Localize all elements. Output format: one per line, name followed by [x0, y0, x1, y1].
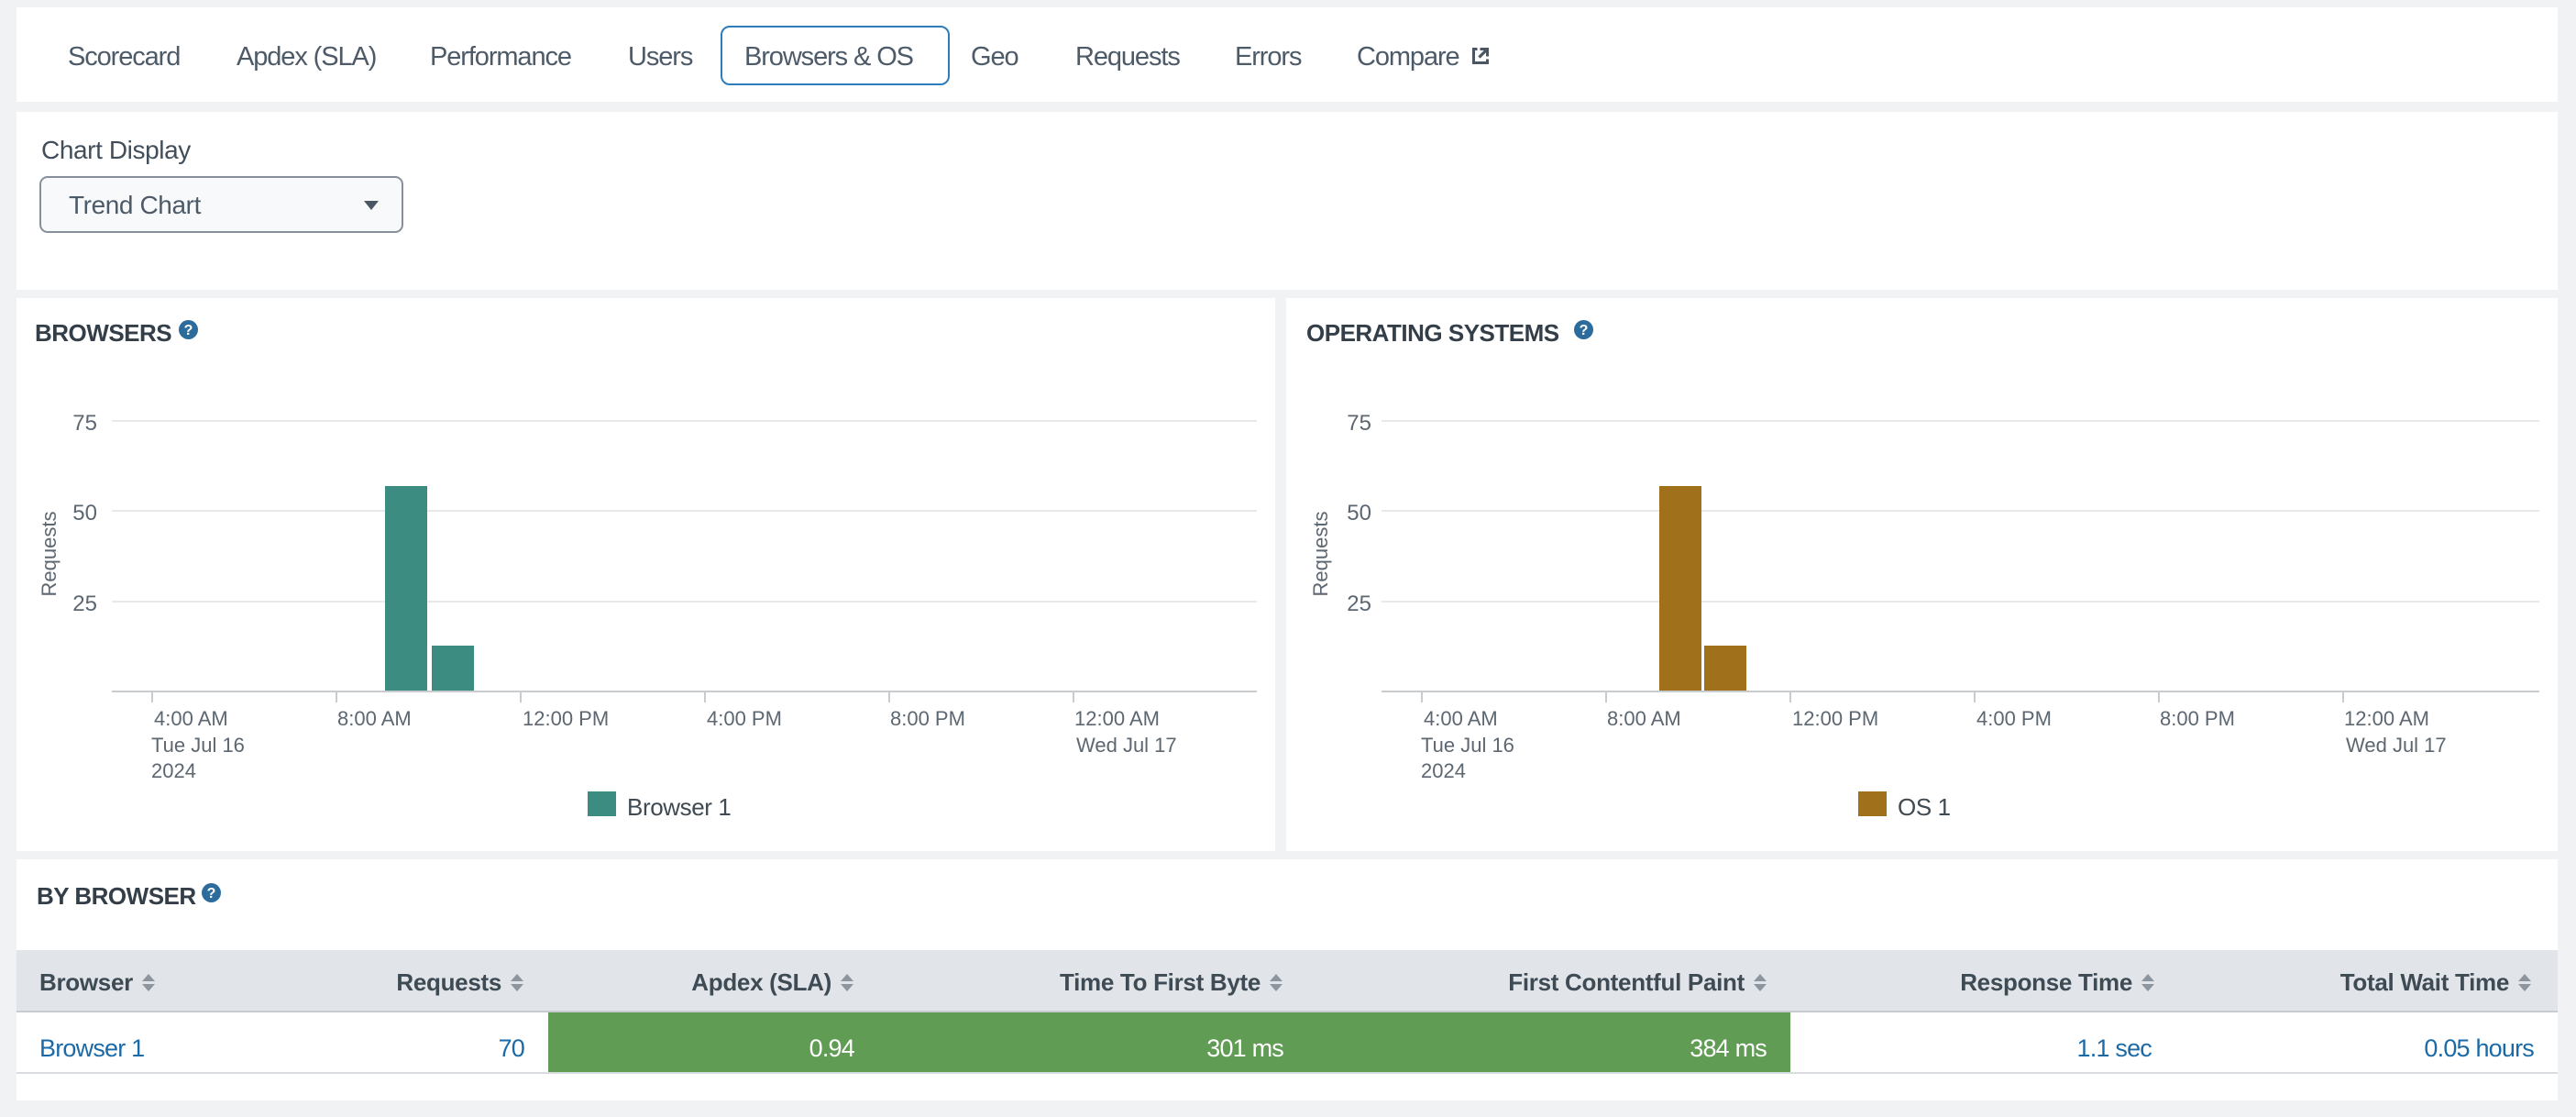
svg-text:?: ? [207, 886, 216, 901]
svg-text:?: ? [184, 323, 193, 338]
svg-text:?: ? [1580, 323, 1589, 338]
